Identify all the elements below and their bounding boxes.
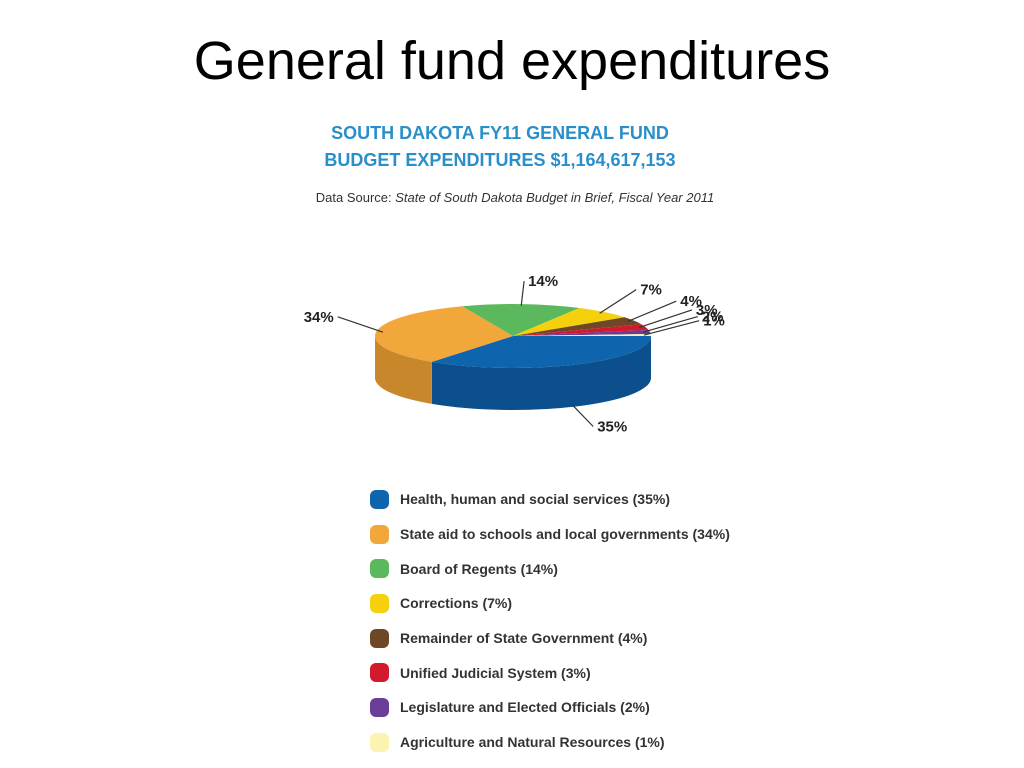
pie-chart: 35% 34% 14% 7% 4%3%2%1% <box>304 273 725 435</box>
data-source: Data Source: State of South Dakota Budge… <box>250 190 780 205</box>
legend-item: Unified Judicial System (3%) <box>370 655 790 690</box>
legend-item: Remainder of State Government (4%) <box>370 621 790 656</box>
legend-swatch <box>370 663 389 683</box>
pie-slice-6 <box>513 330 651 336</box>
pie-slice-3 <box>513 307 625 336</box>
pie-slice-5 <box>513 324 649 336</box>
pie-leader-0 <box>572 404 594 427</box>
pie-leader-2 <box>520 281 525 306</box>
pie-pct-label-0: 35% <box>597 418 627 435</box>
pie-pct-label-6: 2% <box>702 309 724 326</box>
pie-slice-0 <box>431 336 651 368</box>
slide-title: General fund expenditures <box>193 31 831 91</box>
chart-title-line-2: BUDGET EXPENDITURES $1,164,617,153 <box>324 150 676 170</box>
chart-title-line-1: SOUTH DAKOTA FY11 GENERAL FUND <box>331 123 669 143</box>
pie-leader-5 <box>638 309 693 329</box>
pie-leader-4 <box>627 300 677 322</box>
pie-leader-6 <box>642 316 698 333</box>
legend-swatch <box>370 489 389 509</box>
chart-legend: Health, human and social services (35%) S… <box>370 482 790 760</box>
pie-pct-label-1: 34% <box>304 309 334 326</box>
legend-item: Corrections (7%) <box>370 586 790 621</box>
legend-label: Legislature and Elected Officials (2%) <box>400 699 650 716</box>
legend-label: Agriculture and Natural Resources (1%) <box>400 734 665 751</box>
legend-item: Board of Regents (14%) <box>370 551 790 586</box>
pie-pct-label-2: 14% <box>528 273 558 290</box>
pie-side-0 <box>431 336 651 410</box>
legend-label: Health, human and social services (35%) <box>400 491 670 508</box>
legend-item: Legislature and Elected Officials (2%) <box>370 690 790 725</box>
data-source-prefix: Data Source: <box>315 190 396 205</box>
data-source-title: State of South Dakota Budget in Brief, F… <box>395 190 715 205</box>
legend-swatch <box>370 559 389 579</box>
pie-leader-1 <box>337 316 384 333</box>
legend-item: State aid to schools and local governmen… <box>370 517 790 552</box>
pie-side-1 <box>375 336 432 404</box>
pie-pct-label-5: 3% <box>696 302 718 319</box>
pie-pct-label-7: 1% <box>703 313 725 330</box>
pie-pct-label-4: 4% <box>680 293 702 310</box>
legend-label: Board of Regents (14%) <box>400 560 558 577</box>
legend-label: Remainder of State Government (4%) <box>400 630 648 647</box>
legend-swatch <box>370 628 389 648</box>
pie-leader-3 <box>599 289 637 314</box>
legend-item: Health, human and social services (35%) <box>370 482 790 517</box>
pie-slice-7 <box>513 333 651 336</box>
pie-leader-7 <box>643 320 700 336</box>
legend-swatch <box>370 593 389 613</box>
pie-pct-label-3: 7% <box>640 282 662 299</box>
legend-label: State aid to schools and local governmen… <box>400 526 730 543</box>
legend-item: Agriculture and Natural Resources (1%) <box>370 725 790 760</box>
pie-slice-2 <box>462 304 580 336</box>
legend-label: Corrections (7%) <box>400 595 513 612</box>
legend-label: Unified Judicial System (3%) <box>400 664 591 681</box>
chart-title: SOUTH DAKOTA FY11 GENERAL FUND BUDGET EX… <box>250 120 750 174</box>
legend-swatch <box>370 524 389 544</box>
legend-swatch <box>370 732 389 752</box>
legend-swatch <box>370 697 389 717</box>
pie-slice-1 <box>375 306 513 362</box>
pie-slice-4 <box>513 317 642 336</box>
